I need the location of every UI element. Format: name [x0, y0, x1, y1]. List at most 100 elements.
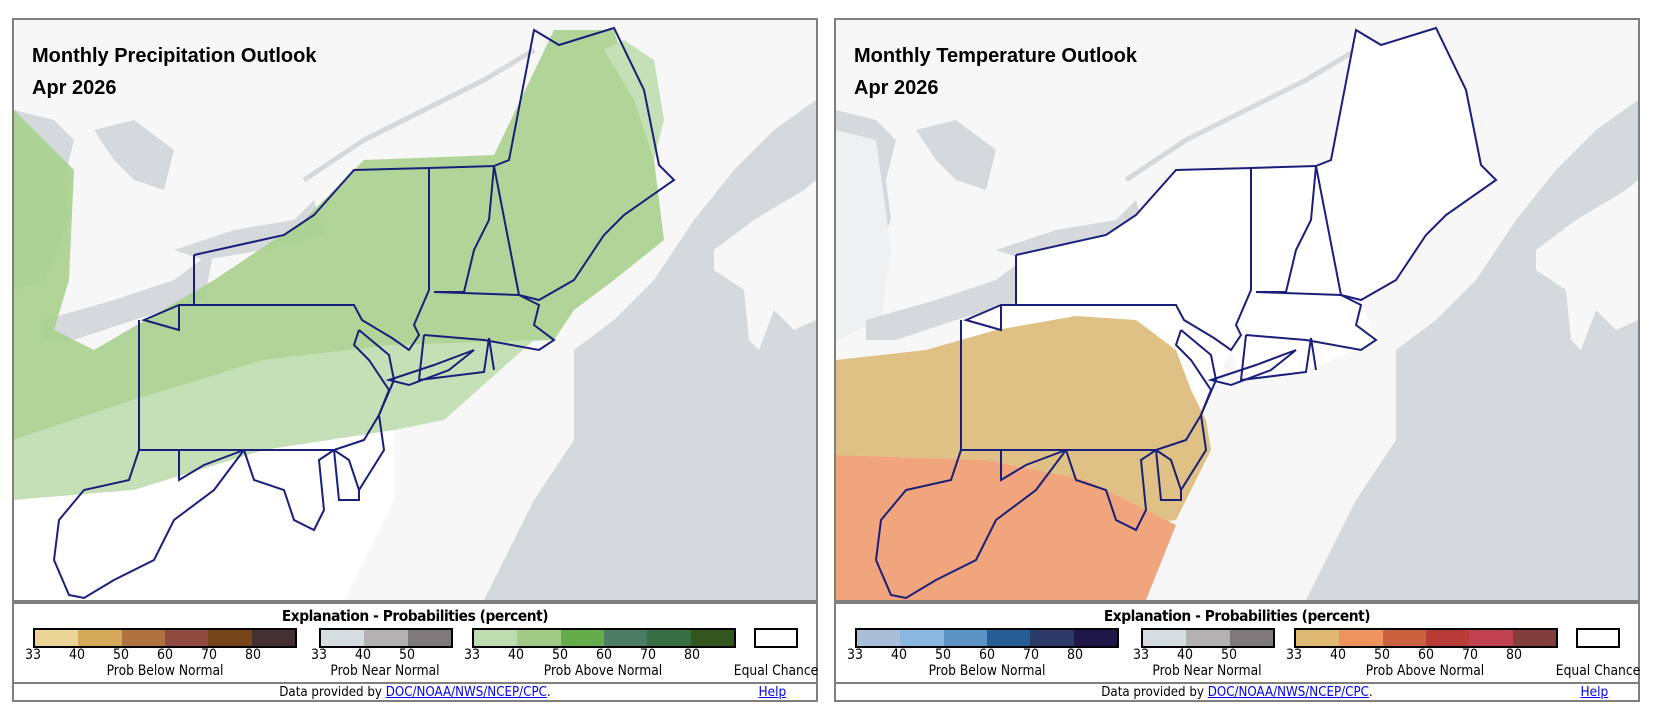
above-normal-colorbar	[1294, 628, 1558, 648]
outlook-title: Monthly Precipitation Outlook	[32, 45, 317, 67]
cpc-link[interactable]: DOC/NOAA/NWS/NCEP/CPC	[385, 684, 547, 700]
colorbar-cell	[1073, 630, 1117, 646]
colorbar-cell	[1296, 630, 1340, 646]
tick-label: 50	[398, 647, 416, 663]
above-normal-label: Prob Above Normal	[1365, 663, 1485, 679]
colorbar-cell	[857, 630, 901, 646]
tick-label: 80	[244, 647, 262, 663]
tick-label: 60	[1417, 647, 1435, 663]
tick-label: 50	[1373, 647, 1391, 663]
tick-label: 33	[463, 647, 481, 663]
probability-legend: Explanation - Probabilities (percent) 33…	[836, 600, 1641, 682]
help-link[interactable]: Help	[758, 684, 787, 700]
tick-label: 50	[551, 647, 569, 663]
colorbar-cell	[407, 630, 451, 646]
colorbar-cell	[943, 630, 987, 646]
map-title: Monthly Temperature Outlook Apr 2026	[854, 40, 1137, 104]
equal-chance-label: Equal Chance	[1555, 663, 1641, 679]
below-normal-label: Prob Below Normal	[106, 663, 224, 679]
help-link[interactable]: Help	[1580, 684, 1609, 700]
colorbar-cell	[35, 630, 79, 646]
near-normal-ticks: 33 40 50	[1133, 647, 1275, 663]
colorbar-cell	[603, 630, 648, 646]
colorbar-cell	[517, 630, 561, 646]
colorbar-cell	[1186, 630, 1230, 646]
colorbar-cell	[1469, 630, 1513, 646]
tick-label: 33	[24, 647, 42, 663]
below-normal-ticks: 33 40 50 60 70 80	[25, 647, 297, 663]
outlook-period: Apr 2026	[32, 77, 117, 99]
credit-suffix: .	[546, 684, 551, 700]
outlook-title: Monthly Temperature Outlook	[854, 45, 1137, 67]
colorbar-cell	[164, 630, 209, 646]
tick-label: 40	[890, 647, 908, 663]
tick-label: 60	[156, 647, 174, 663]
legend-title: Explanation - Probabilities (percent)	[1103, 607, 1371, 625]
colorbar-cell	[1512, 630, 1556, 646]
credit-line: Data provided by DOC/NOAA/NWS/NCEP/CPC.	[884, 684, 1590, 700]
data-credit-footer: Data provided by DOC/NOAA/NWS/NCEP/CPC. …	[14, 682, 816, 700]
credit-line: Data provided by DOC/NOAA/NWS/NCEP/CPC.	[62, 684, 768, 700]
tick-label: 40	[1176, 647, 1194, 663]
probability-legend: Explanation - Probabilities (percent) 33…	[14, 600, 819, 682]
tick-label: 70	[200, 647, 218, 663]
above-normal-colorbar	[472, 628, 736, 648]
colorbar-cell	[1229, 630, 1273, 646]
tick-label: 40	[1329, 647, 1347, 663]
above-normal-ticks: 33 40 50 60 70 80	[1286, 647, 1558, 663]
colorbar-cell	[1143, 630, 1187, 646]
equal-chance-swatch	[754, 628, 798, 648]
colorbar-cell	[1425, 630, 1470, 646]
colorbar-cell	[321, 630, 365, 646]
temperature-map[interactable]: Monthly Temperature Outlook Apr 2026	[836, 20, 1638, 600]
tick-label: 40	[507, 647, 525, 663]
below-normal-label: Prob Below Normal	[928, 663, 1046, 679]
legend-title: Explanation - Probabilities (percent)	[281, 607, 549, 625]
tick-label: 50	[112, 647, 130, 663]
colorbar-cell	[1382, 630, 1426, 646]
map-title: Monthly Precipitation Outlook Apr 2026	[32, 40, 316, 104]
tick-label: 33	[1285, 647, 1303, 663]
below-normal-colorbar	[33, 628, 297, 648]
colorbar-cell	[1339, 630, 1383, 646]
colorbar-cell	[121, 630, 165, 646]
near-normal-ticks: 33 40 50	[311, 647, 453, 663]
tick-label: 80	[1505, 647, 1523, 663]
near-normal-label: Prob Near Normal	[1152, 663, 1262, 679]
below-normal-colorbar	[855, 628, 1119, 648]
tick-label: 60	[595, 647, 613, 663]
tick-label: 40	[68, 647, 86, 663]
colorbar-cell	[1030, 630, 1074, 646]
tick-label: 50	[1220, 647, 1238, 663]
precipitation-outlook-panel: Monthly Precipitation Outlook Apr 2026 E…	[12, 18, 818, 702]
above-normal-label: Prob Above Normal	[543, 663, 663, 679]
below-normal-ticks: 33 40 50 60 70 80	[847, 647, 1119, 663]
colorbar-cell	[78, 630, 122, 646]
colorbar-cell	[208, 630, 252, 646]
tick-label: 60	[978, 647, 996, 663]
outlook-period: Apr 2026	[854, 77, 939, 99]
tick-label: 80	[683, 647, 701, 663]
tick-label: 80	[1066, 647, 1084, 663]
precipitation-map-graphic	[14, 20, 816, 600]
temperature-outlook-panel: Monthly Temperature Outlook Apr 2026 Exp…	[834, 18, 1640, 702]
colorbar-cell	[900, 630, 944, 646]
colorbar-cell	[560, 630, 604, 646]
near-normal-colorbar	[1141, 628, 1275, 648]
colorbar-cell	[474, 630, 518, 646]
colorbar-cell	[986, 630, 1031, 646]
equal-chance-swatch	[1576, 628, 1620, 648]
colorbar-cell	[647, 630, 691, 646]
tick-label: 70	[1022, 647, 1040, 663]
tick-label: 33	[1132, 647, 1150, 663]
credit-prefix: Data provided by	[279, 684, 386, 700]
credit-suffix: .	[1368, 684, 1373, 700]
colorbar-cell	[690, 630, 734, 646]
tick-label: 50	[934, 647, 952, 663]
precipitation-map[interactable]: Monthly Precipitation Outlook Apr 2026	[14, 20, 816, 600]
cpc-link[interactable]: DOC/NOAA/NWS/NCEP/CPC	[1207, 684, 1369, 700]
colorbar-cell	[364, 630, 408, 646]
equal-chance-label: Equal Chance	[733, 663, 819, 679]
tick-label: 33	[846, 647, 864, 663]
tick-label: 33	[310, 647, 328, 663]
